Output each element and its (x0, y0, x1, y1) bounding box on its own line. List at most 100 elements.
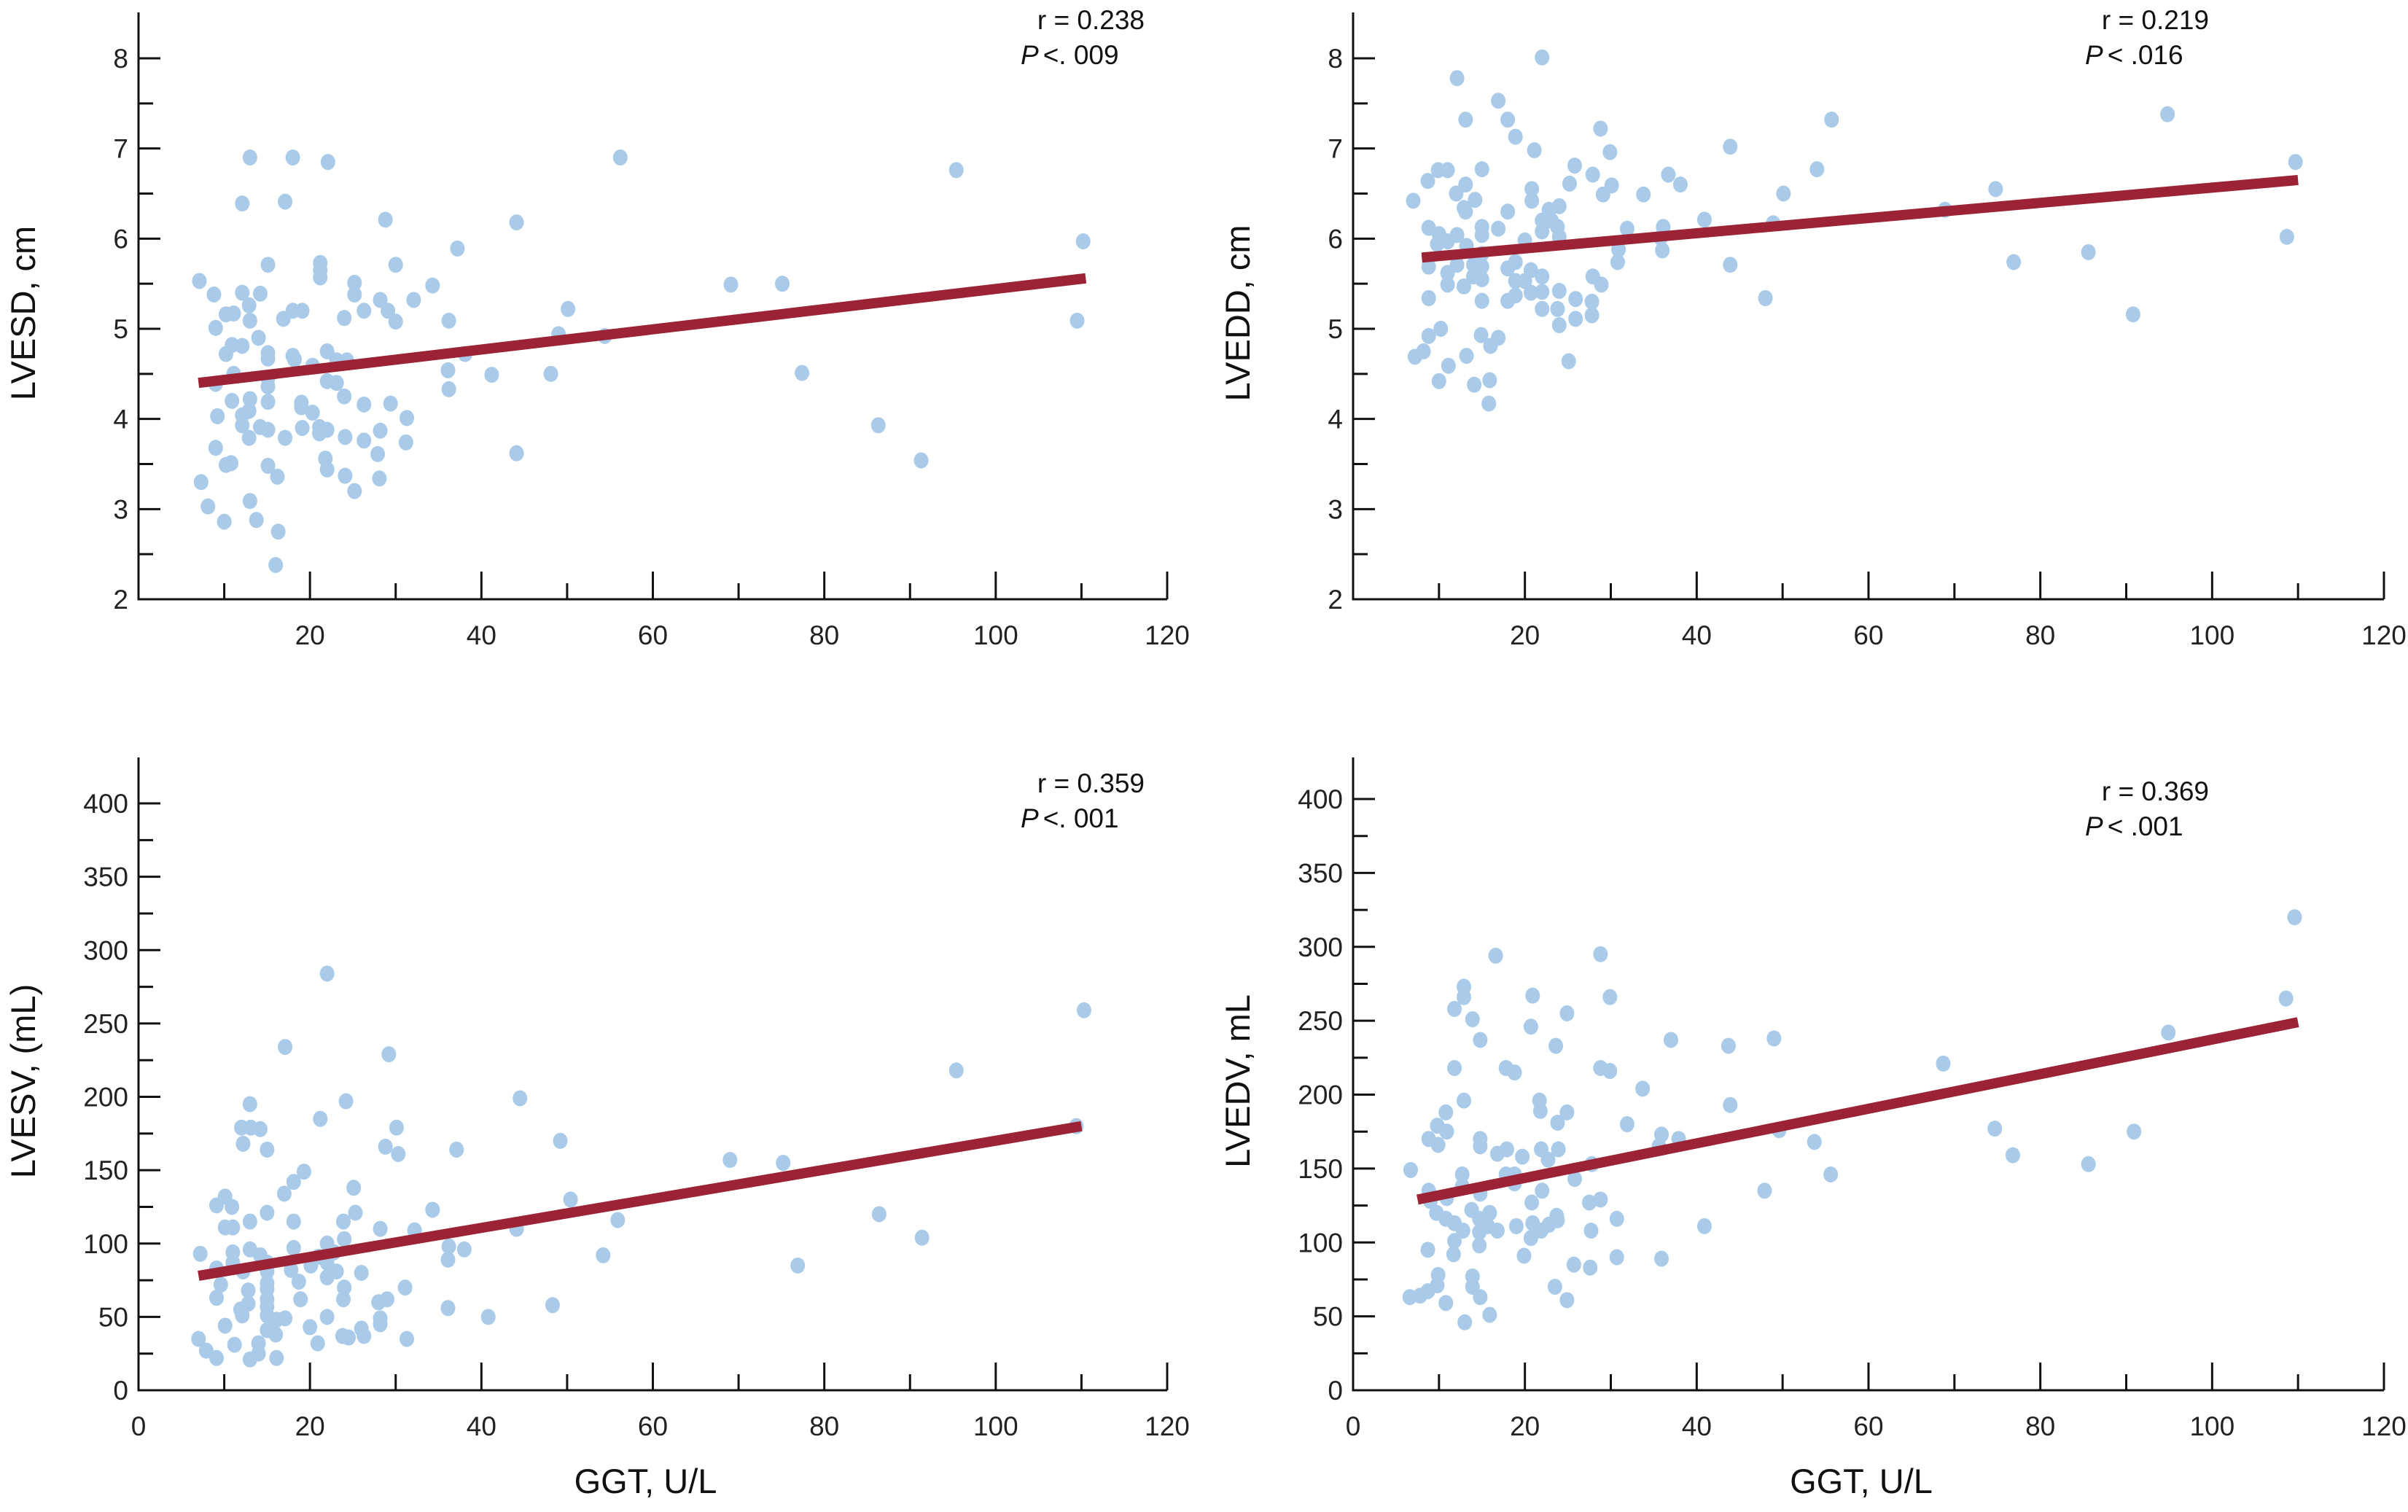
data-point (406, 292, 421, 308)
correlation-r: r = 0.359 (1037, 768, 1145, 798)
data-point (1458, 176, 1473, 193)
data-point (596, 1247, 611, 1263)
data-point (1076, 1002, 1091, 1018)
data-point (1566, 1256, 1581, 1273)
data-point (1457, 1092, 1472, 1109)
data-point (378, 1138, 393, 1155)
data-point (235, 338, 250, 354)
data-point (1406, 192, 1421, 209)
data-point (226, 305, 241, 322)
x-tick-label: 60 (1853, 620, 1883, 650)
data-point (373, 422, 388, 439)
data-point (268, 557, 284, 574)
data-point (391, 1145, 406, 1162)
data-point (260, 1141, 275, 1158)
data-point (1474, 258, 1489, 275)
y-tick-label: 100 (1298, 1228, 1343, 1258)
data-point (2279, 228, 2294, 245)
data-point (1474, 161, 1489, 178)
data-point (1610, 254, 1625, 270)
data-point (1551, 317, 1567, 334)
p-value-label: P (1021, 40, 1039, 70)
data-point (1987, 1121, 2003, 1137)
y-axis-label: LVEDD, cm (1218, 225, 1257, 402)
data-point (389, 1119, 404, 1136)
data-point (269, 1349, 284, 1366)
data-point (381, 303, 396, 319)
p-value: P <. 009 (1021, 40, 1119, 70)
data-point (347, 274, 362, 291)
data-point (1602, 1063, 1618, 1080)
y-tick-label: 50 (1313, 1302, 1343, 1332)
data-point (227, 1336, 242, 1353)
correlation-r: r = 0.219 (2102, 5, 2209, 35)
data-point (293, 1291, 308, 1308)
data-point (1583, 1259, 1598, 1276)
data-point (2127, 1123, 2142, 1140)
p-value-text: <. 009 (1043, 40, 1119, 70)
data-point (1403, 1161, 1418, 1178)
data-point (241, 297, 257, 313)
data-point (2125, 306, 2140, 323)
data-point (1776, 185, 1791, 202)
y-axis-label: LVESD, cm (4, 226, 42, 400)
data-point (1431, 373, 1446, 389)
x-tick-label: 100 (973, 1411, 1018, 1441)
data-point (2161, 1024, 2176, 1041)
data-point (191, 1330, 206, 1347)
data-point (213, 1277, 228, 1293)
data-point (242, 391, 257, 408)
data-point (561, 300, 576, 317)
y-tick-label: 8 (1328, 44, 1343, 74)
p-value-label: P (1021, 803, 1039, 833)
data-point (268, 1326, 284, 1343)
data-point (1491, 330, 1506, 346)
data-point (270, 523, 286, 540)
data-point (1500, 112, 1516, 128)
data-point (1449, 70, 1465, 87)
data-point (1500, 203, 1516, 220)
x-tick-label: 100 (973, 620, 1018, 650)
data-point (291, 1274, 306, 1290)
data-point (217, 513, 232, 530)
data-point (1593, 946, 1608, 962)
x-tick-label: 40 (1682, 1411, 1712, 1441)
data-point (1661, 166, 1676, 183)
data-point (388, 313, 403, 330)
data-point (543, 365, 558, 382)
data-point (278, 429, 293, 446)
data-point (1550, 300, 1565, 317)
y-tick-label: 150 (1298, 1154, 1343, 1184)
data-point (242, 1213, 257, 1230)
data-point (1524, 192, 1540, 209)
x-tick-label: 20 (295, 1411, 325, 1441)
x-tick-label: 60 (1853, 1411, 1883, 1441)
data-point (1473, 1032, 1488, 1048)
data-point (348, 1204, 363, 1221)
y-tick-label: 5 (113, 314, 128, 344)
data-point (242, 493, 257, 510)
data-point (305, 405, 320, 421)
y-tick-label: 7 (1328, 134, 1343, 164)
data-point (341, 1329, 356, 1346)
data-point (373, 292, 388, 308)
data-point (1619, 220, 1634, 237)
data-point (347, 483, 362, 499)
data-point (776, 1155, 791, 1172)
data-point (1488, 947, 1503, 964)
data-point (1430, 1137, 1446, 1153)
data-point (276, 1185, 292, 1202)
data-point (871, 1206, 887, 1223)
p-value: P < .001 (2085, 811, 2183, 841)
data-point (336, 1213, 351, 1230)
data-point (1407, 348, 1422, 365)
data-point (287, 351, 303, 368)
data-point (722, 1152, 738, 1169)
data-point (1069, 312, 1085, 329)
y-tick-label: 150 (83, 1156, 128, 1185)
data-point (2081, 243, 2096, 260)
data-point (1474, 270, 1489, 287)
data-point (1473, 1138, 1488, 1155)
data-point (1433, 321, 1449, 337)
